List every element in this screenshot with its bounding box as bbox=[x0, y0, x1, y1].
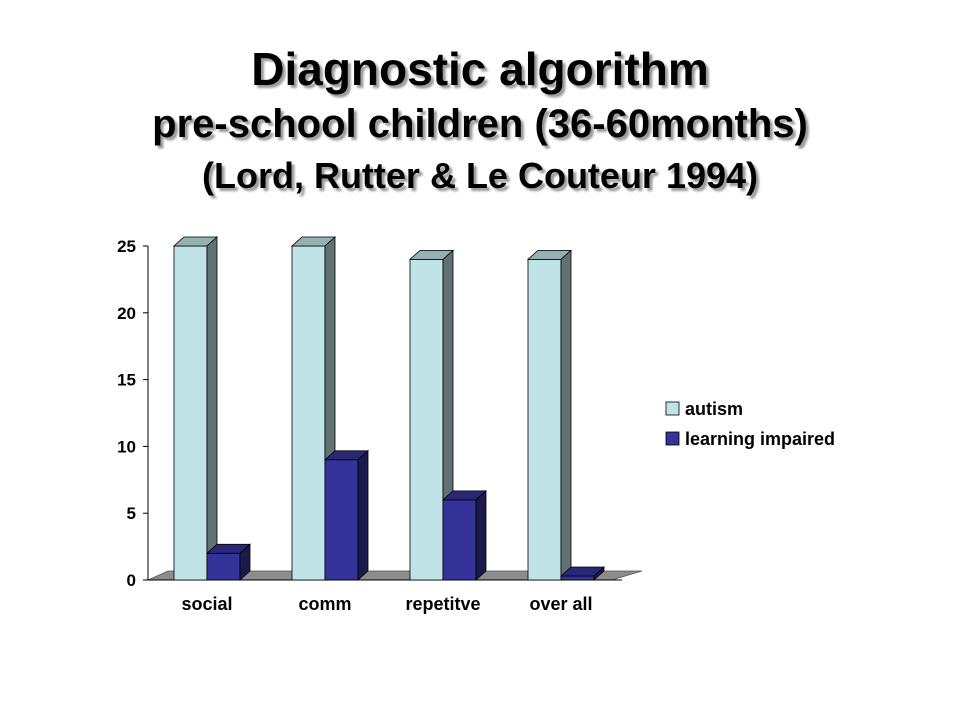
title-line-3: (Lord, Rutter & Le Couteur 1994) bbox=[201, 155, 759, 196]
bar-learning-impaired-social bbox=[206, 552, 241, 581]
y-tick-label: 20 bbox=[117, 304, 136, 323]
title-line-1: Diagnostic algorithm bbox=[251, 43, 709, 95]
y-tick-label: 5 bbox=[127, 504, 136, 523]
bar-autism-repetitve bbox=[409, 258, 444, 581]
legend-swatch-autism bbox=[665, 401, 680, 416]
bar-learning-impaired-social-side bbox=[239, 543, 251, 581]
x-tick-label: comm bbox=[298, 594, 351, 614]
bar-autism-social-side bbox=[206, 236, 218, 581]
x-tick-label: over all bbox=[529, 594, 592, 614]
bar-learning-impaired-repetitve-side bbox=[475, 489, 487, 581]
x-tick-label: repetitve bbox=[405, 594, 480, 614]
bar-learning-impaired-repetitve bbox=[442, 499, 477, 581]
y-tick-label: 15 bbox=[117, 371, 136, 390]
bar-learning-impaired-over-all bbox=[560, 575, 595, 581]
bar-learning-impaired-comm bbox=[324, 459, 359, 581]
bar-autism-comm bbox=[291, 245, 326, 581]
bar-autism-over-all bbox=[527, 258, 562, 581]
bar-learning-impaired-over-all-side bbox=[593, 566, 605, 581]
title-line-2: pre-school children (36-60months) bbox=[152, 102, 808, 146]
legend-label-autism: autism bbox=[685, 399, 743, 419]
bar-autism-social bbox=[173, 245, 208, 581]
bar-learning-impaired-comm-side bbox=[357, 449, 369, 581]
y-tick-label: 25 bbox=[117, 237, 136, 256]
legend-label-learning-impaired: learning impaired bbox=[685, 429, 835, 449]
y-tick-label: 10 bbox=[117, 437, 136, 456]
legend-swatch-learning-impaired bbox=[665, 431, 680, 446]
y-tick-label: 0 bbox=[127, 571, 136, 590]
bar-autism-over-all-side bbox=[560, 249, 572, 581]
x-tick-label: social bbox=[181, 594, 232, 614]
chart-title: Diagnostic algorithm pre-school children… bbox=[0, 40, 960, 202]
